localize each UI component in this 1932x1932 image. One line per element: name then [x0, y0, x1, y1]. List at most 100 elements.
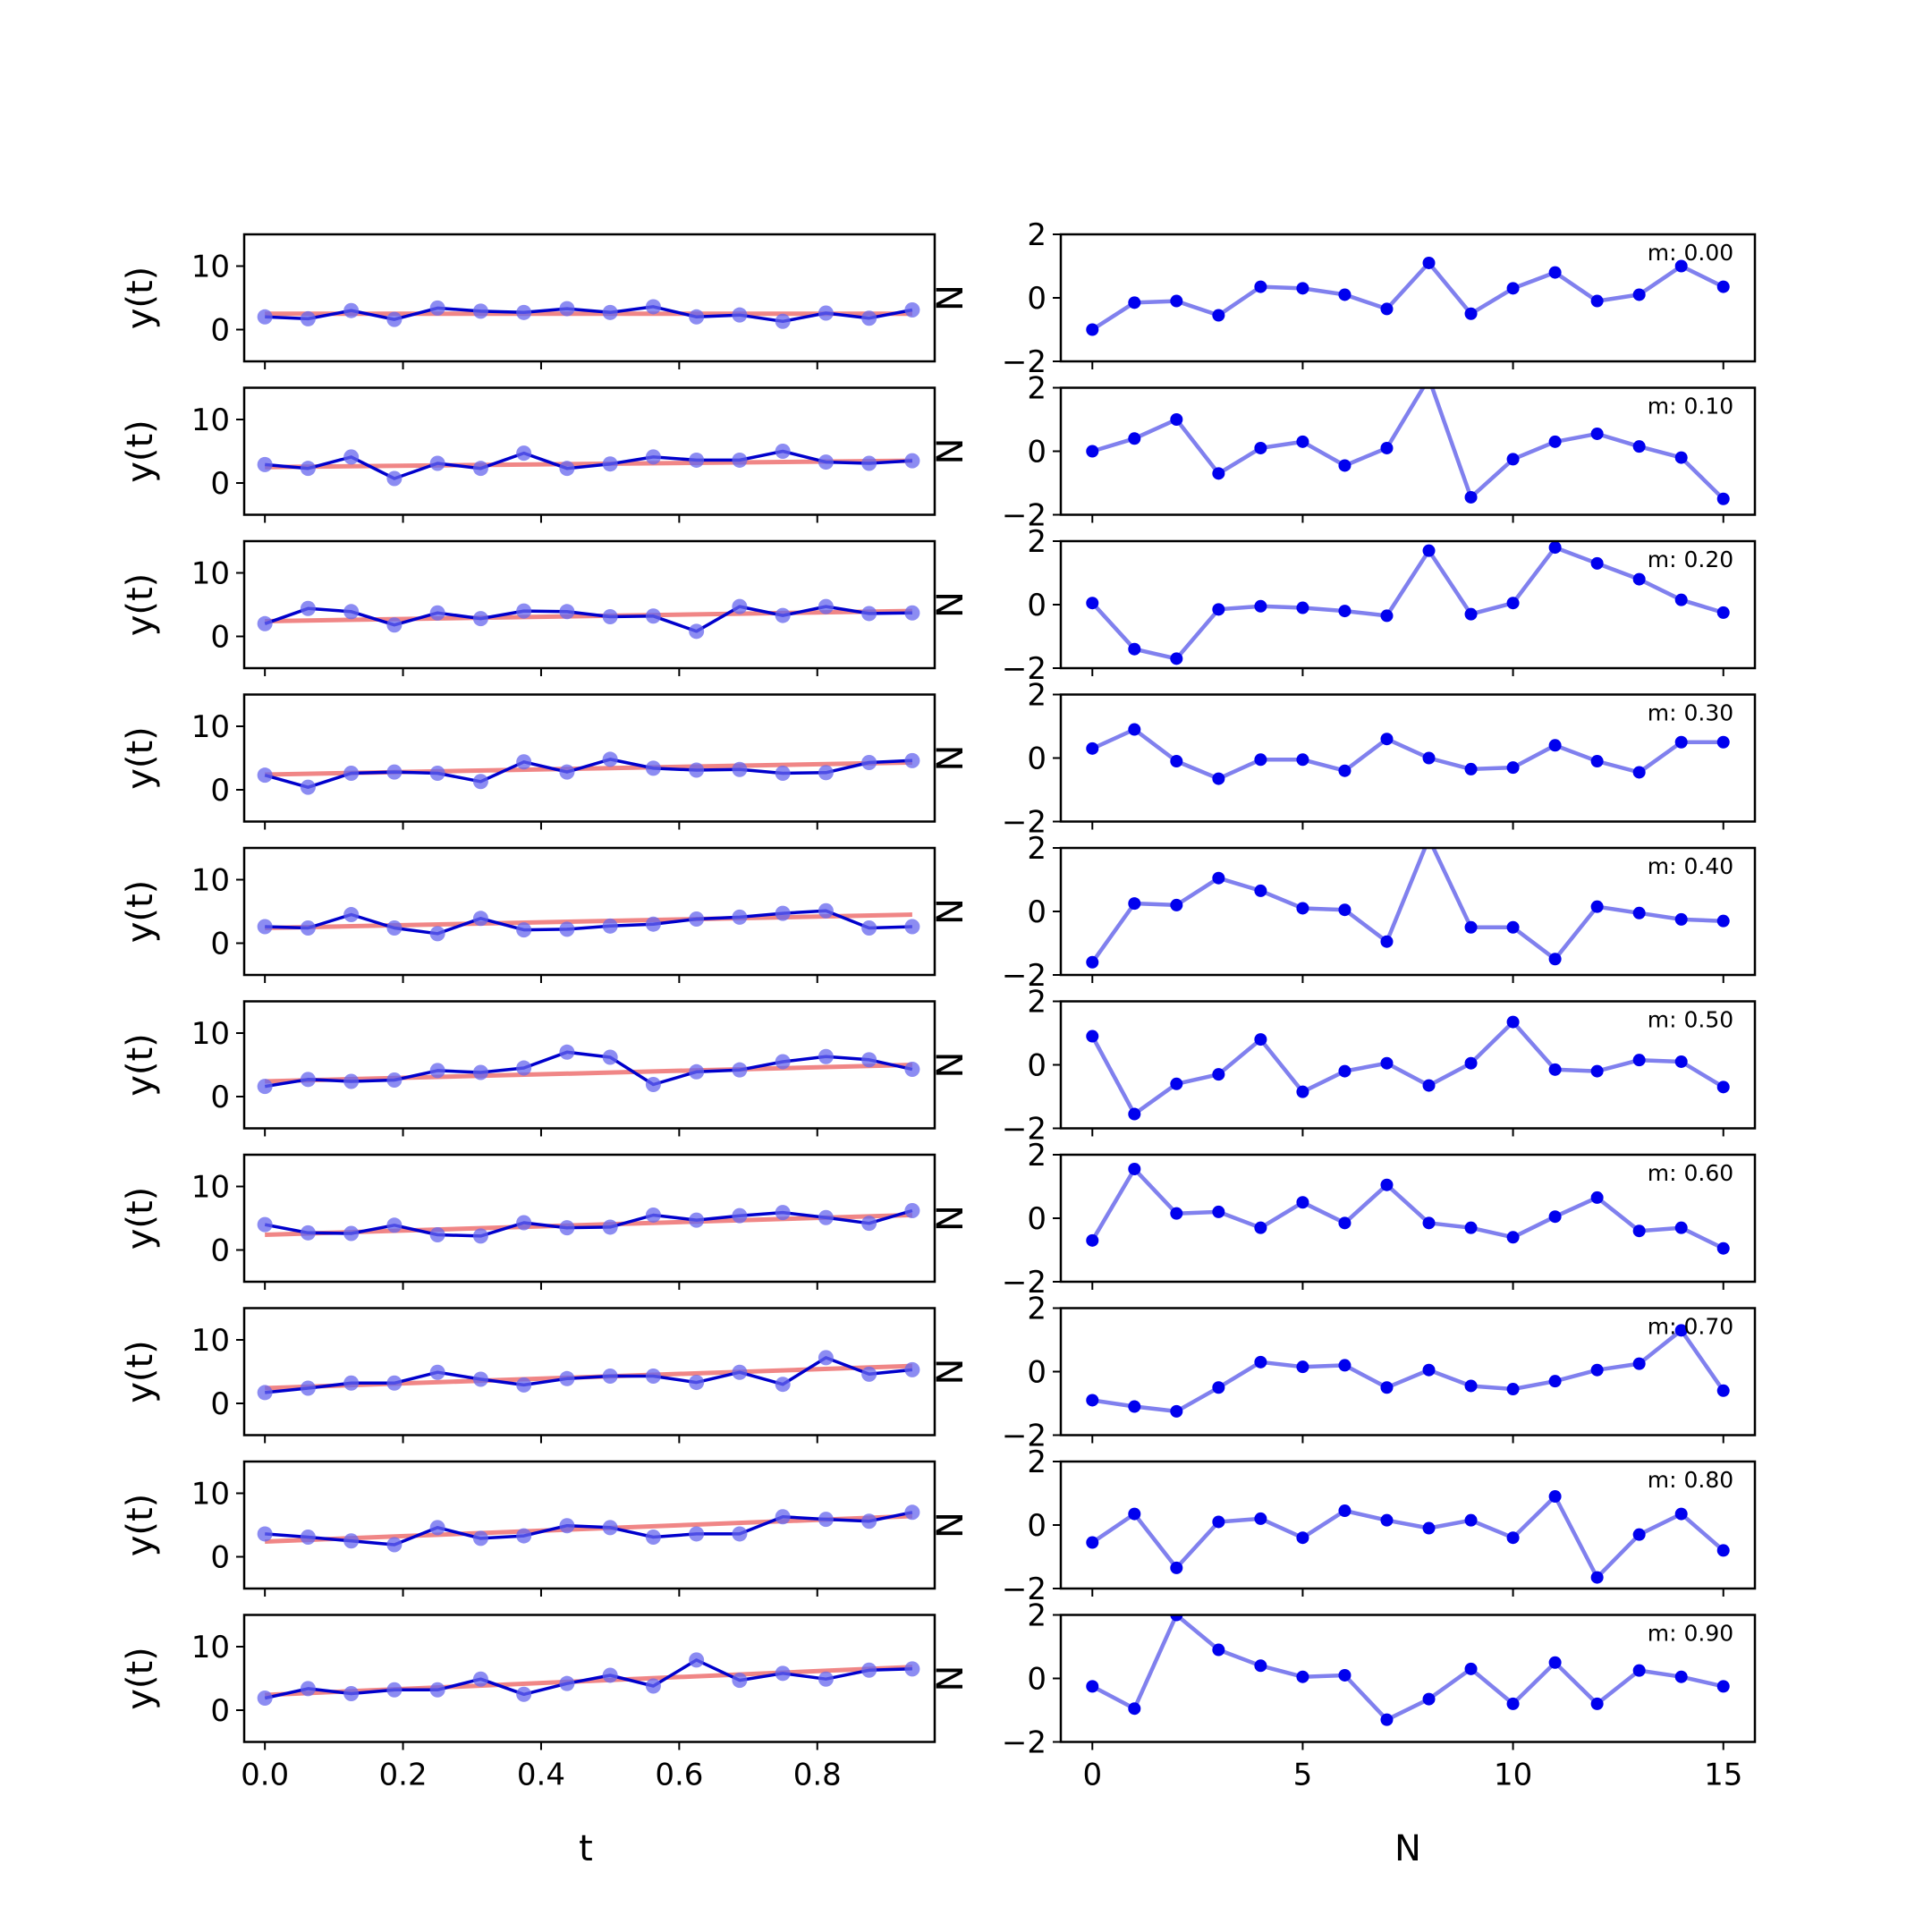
right-panel-9: m: 0.90 −2 0 2 0 5 10 15 N: [930, 1598, 1757, 1793]
residual-point: [1548, 435, 1562, 448]
residual-point: [1380, 1178, 1394, 1191]
right-panel-5: m: 0.50 −2 0 2 N: [930, 985, 1757, 1148]
data-point: [559, 1220, 575, 1236]
data-point: [818, 902, 834, 919]
data-point: [343, 449, 360, 465]
data-point: [732, 598, 748, 614]
residual-point: [1464, 1221, 1478, 1234]
right-panel-4: m: 0.40 −2 0 2 N: [930, 831, 1757, 994]
residual-point: [1506, 1383, 1520, 1396]
x-tick-label: 0.8: [793, 1758, 842, 1793]
data-point: [257, 456, 273, 472]
data-point: [818, 1048, 834, 1064]
plot-area: [257, 1044, 920, 1095]
y-axis-label: N: [930, 1052, 971, 1079]
fit-line: [265, 912, 912, 930]
data-point: [343, 302, 360, 318]
y-axis-label: N: [930, 745, 971, 772]
data-point: [645, 1678, 661, 1694]
residual-point: [1254, 1221, 1267, 1234]
y-tick-label: 2: [1027, 217, 1046, 253]
plot-area: [1086, 1015, 1730, 1121]
data-point: [689, 309, 705, 325]
data-point: [429, 1063, 445, 1079]
residual-point: [1506, 1531, 1520, 1545]
data-point: [257, 1385, 273, 1401]
residual-point: [1632, 1357, 1646, 1370]
data-point: [689, 1375, 705, 1391]
y-tick-label: 0: [1027, 435, 1046, 470]
residual-point: [1590, 1191, 1604, 1204]
data-line: [264, 605, 912, 633]
y-tick-label: −2: [1002, 1112, 1046, 1148]
left-panel-8: 0 10 y(t): [120, 1460, 936, 1597]
axes-frame: [242, 233, 936, 363]
data-point: [343, 1686, 360, 1702]
residual-point: [1590, 427, 1604, 440]
data-point: [472, 1671, 488, 1687]
y-axis-label: y(t): [120, 1187, 161, 1250]
data-point: [559, 921, 575, 937]
y-tick-label: 10: [191, 1630, 230, 1665]
y-axis-label: y(t): [120, 880, 161, 944]
data-point: [429, 1364, 445, 1380]
residual-point: [1716, 914, 1730, 928]
y-tick-label: 0: [210, 313, 230, 349]
data-point: [472, 1371, 488, 1387]
y-tick-label: 0: [1027, 1662, 1046, 1698]
residual-point: [1128, 296, 1141, 309]
residual-point: [1632, 1664, 1646, 1677]
residual-point: [1128, 642, 1141, 656]
residual-point: [1590, 1571, 1604, 1584]
residual-point: [1254, 280, 1267, 293]
axes-frame: [242, 1153, 936, 1284]
data-point: [775, 313, 791, 329]
y-tick-label: 10: [191, 863, 230, 899]
data-point: [516, 1528, 532, 1544]
y-axis-label: N: [930, 1359, 971, 1385]
slope-annotation: m: 0.20: [1648, 547, 1733, 572]
y-tick-label: 0: [210, 1386, 230, 1422]
data-point: [559, 604, 575, 620]
residual-line: [1091, 1614, 1724, 1722]
plot-area: [257, 299, 920, 329]
data-point: [472, 303, 488, 319]
residual-line: [1091, 1494, 1725, 1580]
residual-point: [1086, 741, 1099, 755]
residual-point: [1506, 1231, 1520, 1244]
residual-point: [1506, 920, 1520, 934]
data-point: [689, 1526, 705, 1542]
data-point: [386, 1682, 402, 1698]
data-point: [861, 754, 877, 770]
data-point: [386, 1537, 402, 1553]
y-axis-label: y(t): [120, 1494, 161, 1557]
y-tick-label: −2: [1002, 1725, 1046, 1761]
x-tick-label: 0.0: [241, 1758, 289, 1793]
data-point: [775, 1054, 791, 1070]
residual-point: [1380, 1713, 1394, 1726]
data-line: [264, 1658, 912, 1700]
residual-point: [1590, 755, 1604, 768]
residual-point: [1506, 597, 1520, 610]
data-point: [775, 1205, 791, 1221]
fit-line: [265, 1212, 912, 1237]
data-point: [559, 1370, 575, 1386]
residual-point: [1380, 733, 1394, 746]
data-point: [516, 603, 532, 619]
data-point: [602, 304, 618, 320]
x-tick-label: 0.6: [655, 1758, 703, 1793]
residual-point: [1632, 440, 1646, 453]
data-point: [300, 1380, 316, 1396]
residual-point: [1170, 652, 1183, 665]
residual-point: [1464, 1662, 1478, 1675]
residual-point: [1548, 1490, 1562, 1504]
axes-frame: [242, 846, 936, 977]
plot-area: [257, 1350, 920, 1401]
data-point: [343, 1533, 360, 1549]
y-tick-label: 10: [191, 1477, 230, 1513]
data-point: [300, 600, 316, 616]
residual-point: [1338, 1668, 1352, 1682]
residual-point: [1506, 453, 1520, 466]
residual-point: [1254, 884, 1267, 897]
data-point: [343, 1375, 360, 1391]
